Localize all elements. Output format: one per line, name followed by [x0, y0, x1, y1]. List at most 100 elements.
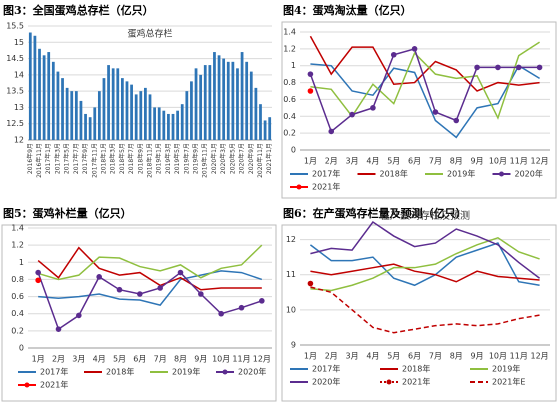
bar: [240, 52, 244, 140]
x-tick-label: 11月: [510, 352, 528, 361]
y-tick-label: 1.4: [283, 28, 296, 37]
bar: [88, 117, 92, 140]
bar: [203, 65, 207, 140]
bar: [254, 87, 258, 140]
bar: [42, 55, 46, 140]
point: [328, 128, 335, 135]
y-tick-label: 1.4: [11, 224, 24, 233]
x-tick-label: 6月: [408, 157, 421, 166]
x-tick-label: 11月: [232, 355, 250, 364]
legend-marker: [386, 379, 392, 385]
legend-label: 2019年: [172, 367, 200, 377]
x-tick-label: 5月: [387, 352, 400, 361]
bar: [167, 113, 170, 140]
chart-subtitle: 在产蛋鸡存栏及预测: [380, 209, 470, 222]
x-tick-label: 3月: [346, 352, 359, 361]
legend-label: 2019年: [492, 364, 520, 374]
x-tick-label: 5月: [113, 355, 126, 364]
legend-label: 2021年E: [492, 377, 525, 387]
point: [96, 274, 102, 280]
bar: [107, 65, 110, 140]
x-tick-label: 2017年11月: [90, 143, 98, 178]
x-tick-label: 2020年9月: [247, 143, 255, 174]
point: [137, 291, 143, 297]
x-tick-label: 2020年11月: [256, 143, 264, 178]
bar: [259, 104, 262, 140]
y-tick-label: 1: [291, 61, 296, 70]
y-tick-label: 10: [286, 305, 296, 314]
bar: [125, 81, 129, 140]
x-tick-label: 5月: [387, 157, 400, 166]
x-tick-label: 2月: [325, 352, 338, 361]
point: [307, 280, 314, 287]
point: [198, 291, 204, 297]
legend-label: 2020年: [312, 377, 340, 387]
x-tick-label: 2018年1月: [99, 143, 107, 174]
y-tick-label: 11: [286, 270, 296, 279]
point: [370, 105, 376, 111]
legend-label: 2019年: [447, 169, 475, 179]
x-tick-label: 2018年11月: [146, 143, 154, 178]
x-tick-label: 2018年7月: [127, 143, 135, 174]
legend-label: 2018年: [402, 364, 430, 374]
legend-label: 2020年: [238, 367, 266, 377]
x-tick-label: 2017年7月: [72, 143, 80, 174]
bar: [162, 110, 166, 140]
point: [474, 64, 480, 71]
legend-marker: [296, 184, 302, 190]
y-tick-label: 12.5: [6, 119, 24, 128]
point: [157, 285, 163, 291]
x-tick-label: 1月: [32, 355, 45, 364]
point: [349, 111, 355, 118]
bar: [263, 120, 267, 140]
point: [177, 269, 184, 276]
bar: [222, 58, 226, 141]
x-tick-label: 2020年5月: [228, 143, 236, 174]
y-tick-label: 13: [14, 103, 24, 112]
bar: [144, 87, 147, 140]
x-tick-label: 1月: [304, 157, 317, 166]
x-tick-label: 10月: [489, 157, 507, 166]
series-line: [37, 271, 263, 331]
x-tick-label: 2019年9月: [192, 143, 200, 174]
series-label: 蛋鸡总存栏: [127, 28, 172, 40]
bar: [74, 91, 78, 140]
x-tick-label: 7月: [429, 352, 442, 361]
x-tick-label: 2018年5月: [118, 143, 126, 174]
bar: [171, 113, 175, 140]
series-line: [310, 263, 540, 283]
x-tick-label: 2017年9月: [81, 143, 89, 174]
y-tick-label: 15: [14, 38, 24, 47]
legend-marker: [222, 369, 228, 375]
point: [495, 64, 501, 71]
bar: [33, 35, 37, 141]
bar: [226, 61, 230, 141]
y-tick-label: 1.2: [11, 241, 24, 250]
panel-title: 图6：在产蛋鸡存栏量及预测（亿只）: [283, 206, 467, 220]
panel-title: 图5：蛋鸡补栏量（亿只）: [3, 206, 132, 220]
point: [116, 286, 123, 293]
point: [515, 64, 522, 71]
y-tick-label: 0.4: [283, 112, 296, 121]
y-tick-label: 13.5: [6, 87, 24, 96]
y-tick-label: 0.2: [11, 326, 24, 335]
x-tick-label: 2019年7月: [182, 143, 190, 174]
y-tick-label: 0.4: [11, 309, 24, 318]
bar: [47, 52, 51, 140]
x-tick-label: 9月: [194, 355, 207, 364]
x-tick-label: 2019年1月: [155, 143, 163, 174]
y-tick-label: 0: [19, 344, 24, 353]
bar: [199, 74, 203, 140]
point: [432, 109, 439, 115]
y-tick-label: 12: [14, 136, 24, 145]
series-line: [309, 242, 540, 287]
x-tick-label: 2019年3月: [164, 143, 172, 174]
legend-label: 2018年: [380, 169, 408, 179]
bar: [93, 107, 97, 140]
y-tick-label: 14.5: [6, 54, 24, 63]
bar: [65, 87, 69, 140]
y-tick-label: 0.6: [283, 95, 296, 104]
x-tick-label: 2018年3月: [109, 143, 117, 174]
bar: [134, 94, 138, 140]
